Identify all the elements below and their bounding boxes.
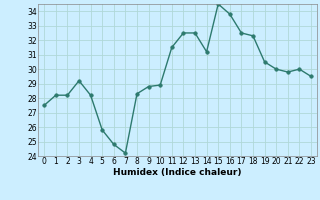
X-axis label: Humidex (Indice chaleur): Humidex (Indice chaleur) [113,168,242,177]
